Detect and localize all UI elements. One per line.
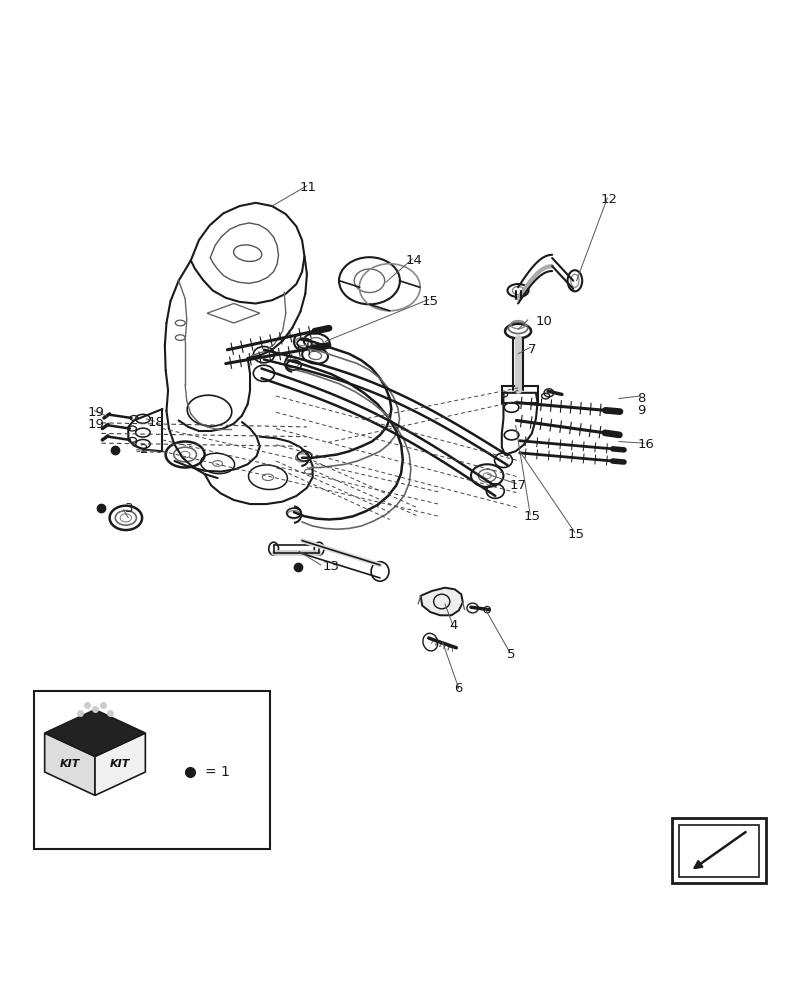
Text: 7: 7: [527, 343, 535, 356]
Text: 2: 2: [139, 443, 148, 456]
Bar: [672, 818, 765, 883]
Text: 17: 17: [509, 479, 526, 492]
Text: 15: 15: [523, 510, 539, 523]
Bar: [678, 825, 758, 877]
Text: 9: 9: [637, 404, 645, 417]
Text: 19: 19: [88, 406, 104, 419]
Text: = 1: = 1: [204, 765, 230, 779]
Text: 12: 12: [600, 193, 616, 206]
Text: 8: 8: [637, 392, 645, 405]
Text: 14: 14: [406, 254, 422, 267]
Text: 5: 5: [507, 648, 515, 661]
Text: 10: 10: [535, 315, 551, 328]
Text: 11: 11: [300, 181, 316, 194]
Text: KIT: KIT: [59, 759, 80, 769]
Text: 6: 6: [454, 682, 462, 695]
Text: 3: 3: [125, 502, 133, 515]
Text: 4: 4: [448, 619, 457, 632]
Bar: [34, 691, 269, 849]
Polygon shape: [45, 710, 145, 756]
Text: KIT: KIT: [109, 759, 131, 769]
Text: 18: 18: [148, 416, 164, 429]
Polygon shape: [95, 733, 145, 795]
Text: 15: 15: [422, 295, 438, 308]
Text: 19: 19: [88, 418, 104, 431]
Polygon shape: [420, 588, 462, 615]
Polygon shape: [45, 733, 95, 795]
Text: 13: 13: [322, 560, 339, 573]
Bar: [501, 386, 538, 403]
Text: 16: 16: [637, 438, 653, 451]
Text: 15: 15: [568, 528, 584, 541]
